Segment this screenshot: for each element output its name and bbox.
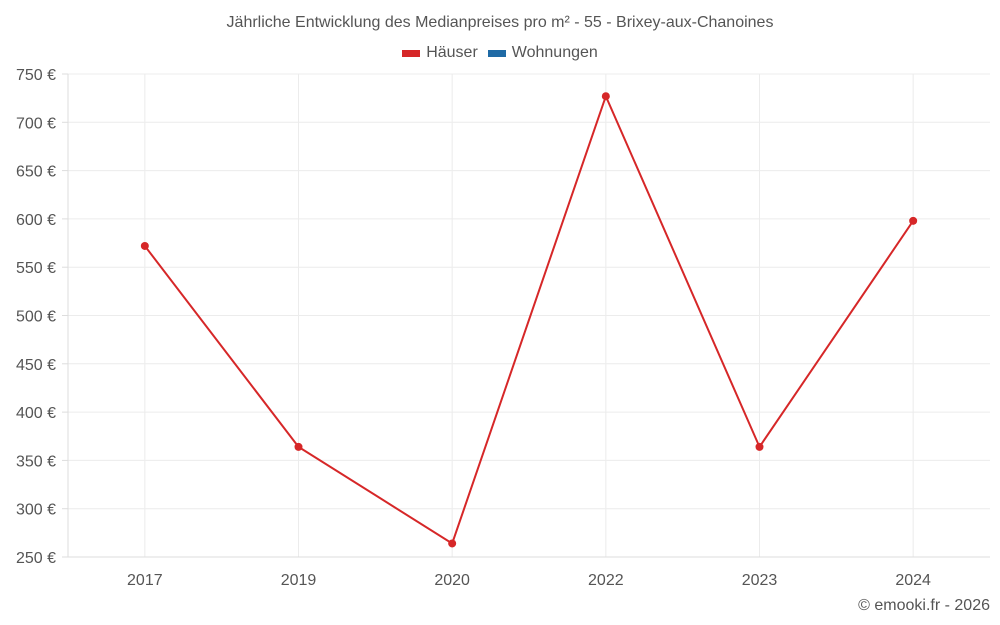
data-point[interactable]	[755, 442, 764, 451]
series-line	[144, 93, 914, 545]
legend-swatch-wohnungen	[487, 49, 506, 57]
legend: Häuser Wohnungen	[0, 44, 1000, 62]
copyright-footer: © emooki.fr - 2026	[858, 597, 990, 614]
y-tick-label: 300 €	[16, 502, 56, 519]
data-point[interactable]	[909, 216, 918, 225]
y-tick-label: 700 €	[16, 115, 56, 132]
y-tick-label: 350 €	[16, 453, 56, 470]
y-tick-label: 600 €	[16, 212, 56, 229]
y-tick-label: 250 €	[16, 550, 56, 567]
y-tick-label: 500 €	[16, 309, 56, 326]
x-tick-label: 2023	[742, 572, 778, 589]
y-tick-label: 650 €	[16, 164, 56, 181]
data-point[interactable]	[448, 539, 457, 548]
x-tick-label: 2020	[434, 572, 470, 589]
legend-swatch-haeuser	[402, 49, 421, 57]
data-point[interactable]	[294, 442, 303, 451]
y-tick-label: 450 €	[16, 357, 56, 374]
x-tick-label: 2022	[588, 572, 624, 589]
y-tick-label: 400 €	[16, 405, 56, 422]
x-tick-label: 2017	[127, 572, 163, 589]
legend-item-haeuser[interactable]: Häuser	[402, 44, 478, 62]
data-point[interactable]	[140, 241, 149, 250]
x-tick-label: 2024	[895, 572, 931, 589]
legend-label-wohnungen: Wohnungen	[511, 44, 598, 61]
legend-label-haeuser: Häuser	[426, 44, 478, 61]
data-point[interactable]	[601, 92, 610, 101]
y-tick-label: 550 €	[16, 260, 56, 277]
chart-title: Jährliche Entwicklung des Medianpreises …	[226, 14, 774, 31]
legend-item-wohnungen[interactable]: Wohnungen	[487, 44, 598, 62]
y-tick-label: 750 €	[16, 67, 56, 84]
x-tick-label: 2019	[281, 572, 317, 589]
